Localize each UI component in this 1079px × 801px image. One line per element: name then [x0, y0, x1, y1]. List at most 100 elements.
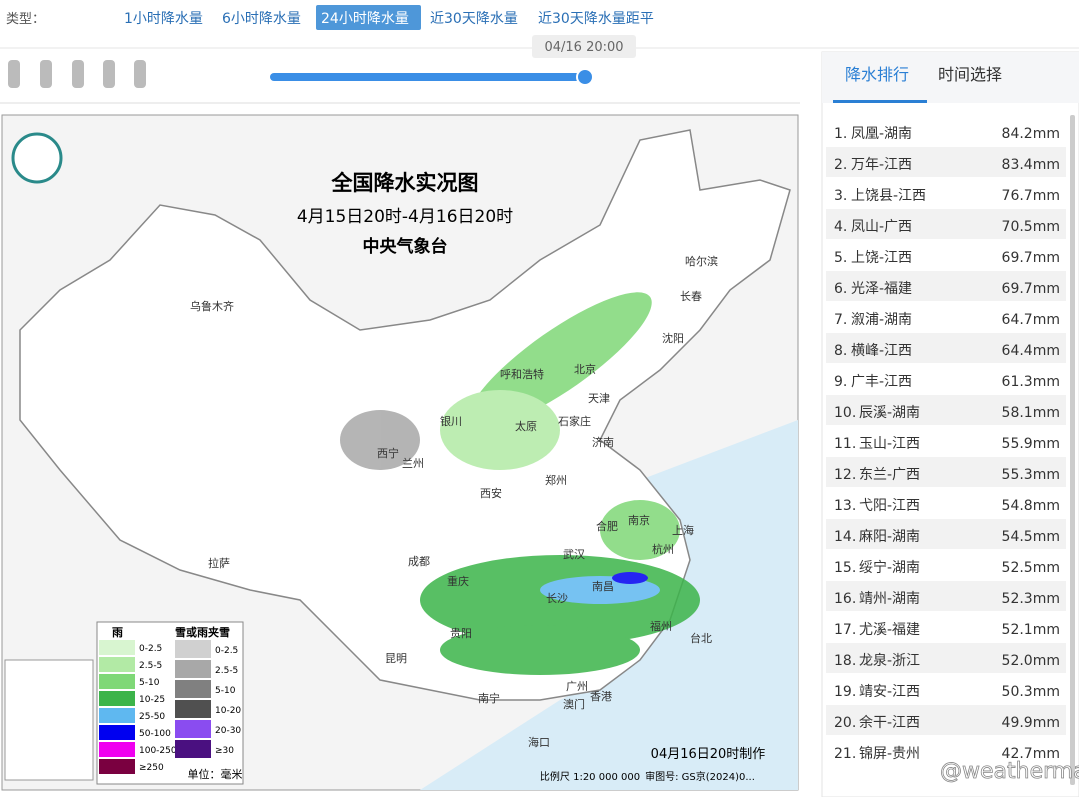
city-label: 北京: [574, 362, 596, 376]
type-tab[interactable]: 6小时降水量: [222, 11, 301, 27]
amount: 58.1mm: [1002, 405, 1060, 421]
type-label: 类型：: [6, 12, 45, 27]
legend-swatch: [175, 740, 211, 758]
rank: 2.: [834, 157, 847, 173]
legend-label: 0-2.5: [215, 646, 238, 656]
city-label: 香港: [590, 690, 612, 703]
slider-track[interactable]: [270, 73, 585, 81]
legend-swatch: [99, 640, 135, 655]
row-bg: [826, 209, 1066, 239]
city-label: 长沙: [546, 592, 568, 605]
panel-tab[interactable]: 时间选择: [938, 65, 1002, 84]
amount: 54.5mm: [1002, 529, 1060, 545]
amount: 69.7mm: [1002, 281, 1060, 297]
city-label: 呼和浩特: [500, 367, 544, 381]
station: 凤山-广西: [851, 219, 912, 235]
rank: 6.: [834, 281, 847, 297]
legend-label: 2.5-5: [215, 666, 238, 676]
tooltip: [532, 35, 636, 58]
amount: 70.5mm: [1002, 219, 1060, 235]
city-label: 西宁: [377, 446, 399, 460]
city-label: 武汉: [563, 548, 585, 561]
row-bg: [826, 395, 1066, 425]
rank: 15.: [834, 560, 856, 576]
rank: 21.: [834, 746, 856, 762]
amount: 84.2mm: [1002, 126, 1060, 142]
amount: 49.9mm: [1002, 715, 1060, 731]
city-label: 太原: [515, 420, 537, 433]
rank: 10.: [834, 405, 856, 421]
legend-swatch: [99, 657, 135, 672]
legend-snow-title: 雪或雨夹雪: [175, 625, 230, 639]
rank: 5.: [834, 250, 847, 266]
rank: 20.: [834, 715, 856, 731]
rank: 8.: [834, 343, 847, 359]
legend-swatch: [99, 674, 135, 689]
amount: 52.5mm: [1002, 560, 1060, 576]
rank: 11.: [834, 436, 856, 452]
city-label: 兰州: [402, 457, 424, 470]
type-tab[interactable]: 24小时降水量: [321, 11, 409, 27]
station: 余干-江西: [859, 714, 920, 731]
panel-tab[interactable]: 降水排行: [845, 65, 909, 84]
slider-thumb[interactable]: [576, 68, 594, 86]
amount: 69.7mm: [1002, 250, 1060, 266]
type-tab[interactable]: 近30天降水量距平: [538, 11, 654, 27]
tab-active-bg: [316, 5, 421, 30]
watermark: @weatherman_信欣: [940, 759, 1079, 784]
station: 绥宁-湖南: [859, 559, 920, 576]
legend-swatch: [99, 708, 135, 723]
rank: 18.: [834, 653, 856, 669]
rank: 7.: [834, 312, 847, 328]
rank: 12.: [834, 467, 856, 483]
station: 辰溪-湖南: [859, 405, 920, 421]
rank: 17.: [834, 622, 856, 638]
station: 麻阳-湖南: [859, 529, 920, 545]
row-bg: [826, 519, 1066, 549]
rank: 1.: [834, 126, 847, 142]
amount: 55.9mm: [1002, 436, 1060, 452]
legend-label: 5-10: [139, 678, 160, 688]
city-label: 长春: [680, 290, 702, 303]
map-issuer: 中央气象台: [363, 236, 448, 257]
slider-time: 04/16 20:00: [544, 40, 623, 55]
city-label: 广州: [566, 680, 588, 693]
map-review: 审图号: GS京(2024)0...: [645, 770, 755, 783]
row-bg: [826, 581, 1066, 611]
type-tab[interactable]: 1小时降水量: [124, 11, 203, 27]
city-label: 济南: [592, 435, 614, 449]
city-label: 台北: [690, 631, 712, 645]
station: 凤凰-湖南: [851, 126, 912, 142]
legend-swatch: [175, 700, 211, 718]
city-label: 拉萨: [208, 556, 230, 570]
rank: 9.: [834, 374, 847, 390]
station: 靖州-湖南: [859, 591, 920, 607]
amount: 50.3mm: [1002, 684, 1060, 700]
station: 溆浦-湖南: [851, 312, 912, 328]
legend-label: 10-20: [215, 706, 241, 716]
station: 龙泉-浙江: [859, 652, 920, 669]
city-label: 银川: [440, 414, 462, 428]
city-label: 成都: [408, 555, 430, 568]
station: 弋阳-江西: [859, 498, 920, 514]
thumbnails[interactable]: [8, 60, 146, 88]
legend-swatch: [175, 680, 211, 698]
legend-label: ≥30: [215, 746, 234, 756]
station: 万年-江西: [851, 157, 912, 173]
city-label: 杭州: [652, 542, 674, 556]
city-label: 南宁: [478, 691, 500, 705]
city-label: 澳门: [563, 697, 585, 711]
station: 上饶县-江西: [851, 188, 926, 204]
city-label: 上海: [672, 523, 694, 537]
legend-swatch: [99, 725, 135, 740]
row-bg: [826, 643, 1066, 673]
city-label: 郑州: [545, 473, 567, 487]
map-title: 全国降水实况图: [331, 171, 479, 195]
station: 锦屏-贵州: [859, 745, 920, 762]
amount: 64.4mm: [1002, 343, 1060, 359]
amount: 64.7mm: [1002, 312, 1060, 328]
city-label: 南京: [628, 513, 650, 527]
station: 靖安-江西: [859, 684, 920, 700]
type-tab[interactable]: 近30天降水量: [430, 11, 518, 27]
